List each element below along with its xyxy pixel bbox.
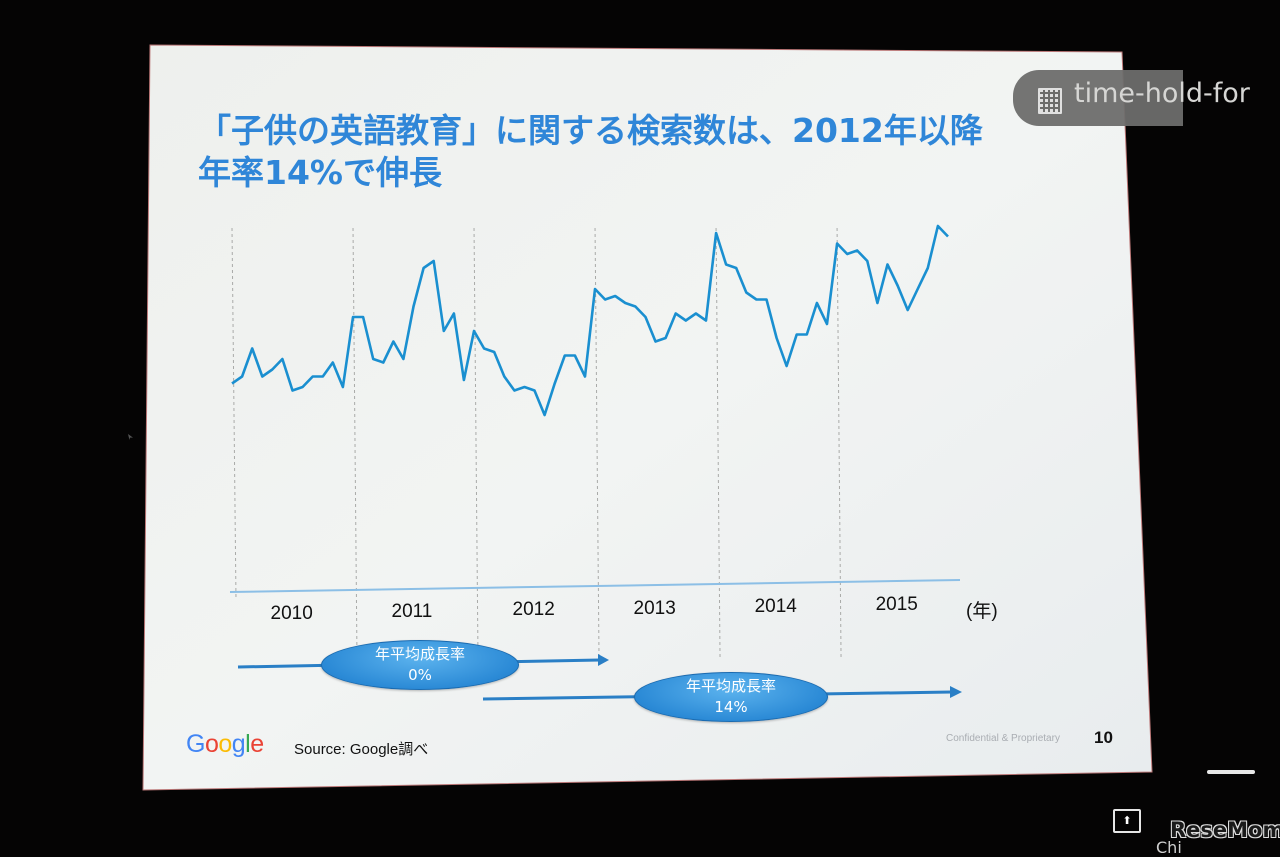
x-tick-label: 2013	[633, 597, 676, 619]
gridline-2014	[715, 227, 721, 661]
search-volume-line	[231, 224, 949, 417]
x-tick-label: 2010	[270, 603, 313, 624]
watermark-logo: ResеMom	[1170, 818, 1280, 842]
x-tick-label: 2015	[875, 594, 918, 615]
logo-letter: o	[218, 730, 232, 758]
x-tick-label: 2011	[391, 601, 433, 623]
x-tick-label: 2014	[754, 595, 797, 617]
slide-background	[142, 44, 1153, 791]
cagr-value: 14%	[714, 698, 748, 716]
cagr-bubble-0pct: 年平均成長率 0%	[321, 640, 519, 690]
page-number: 10	[1094, 728, 1113, 747]
screen-bar	[1207, 770, 1255, 774]
cagr-label: 年平均成長率	[374, 645, 465, 663]
gridline-2013	[594, 227, 600, 661]
building-icon	[1038, 88, 1062, 114]
logo-letter: e	[250, 730, 264, 758]
gridline-2011	[352, 227, 358, 661]
logo-letter: l	[245, 730, 251, 758]
cagr-bubble-14pct: 年平均成長率 14%	[634, 672, 828, 722]
slide-title-line-2: 年率14%で伸長	[198, 153, 442, 192]
confidential-label: Confidential & Proprietary	[946, 733, 1060, 744]
cagr-value: 0%	[408, 666, 432, 684]
up-arrow-box-icon[interactable]: ⬆	[1113, 809, 1141, 833]
logo-letter: o	[204, 730, 219, 758]
source-note: Source: Google調べ	[294, 741, 429, 758]
google-logo: Google	[186, 730, 264, 759]
x-axis-line	[229, 579, 961, 593]
cagr-label: 年平均成長率	[685, 677, 776, 695]
partial-caption: Chi	[1156, 838, 1182, 857]
logo-letter: g	[231, 730, 246, 758]
gridline-2015	[836, 227, 842, 661]
overlay-text: time-hold-for	[1074, 78, 1250, 109]
gridline-2010	[231, 227, 237, 601]
slide-title-line-1: 「子供の英語教育」に関する検索数は、2012年以降	[198, 111, 983, 150]
mouse-cursor-icon	[128, 434, 133, 440]
logo-letter: G	[186, 730, 205, 758]
x-tick-label: 2012	[512, 599, 555, 621]
x-axis-unit: (年)	[966, 601, 998, 622]
